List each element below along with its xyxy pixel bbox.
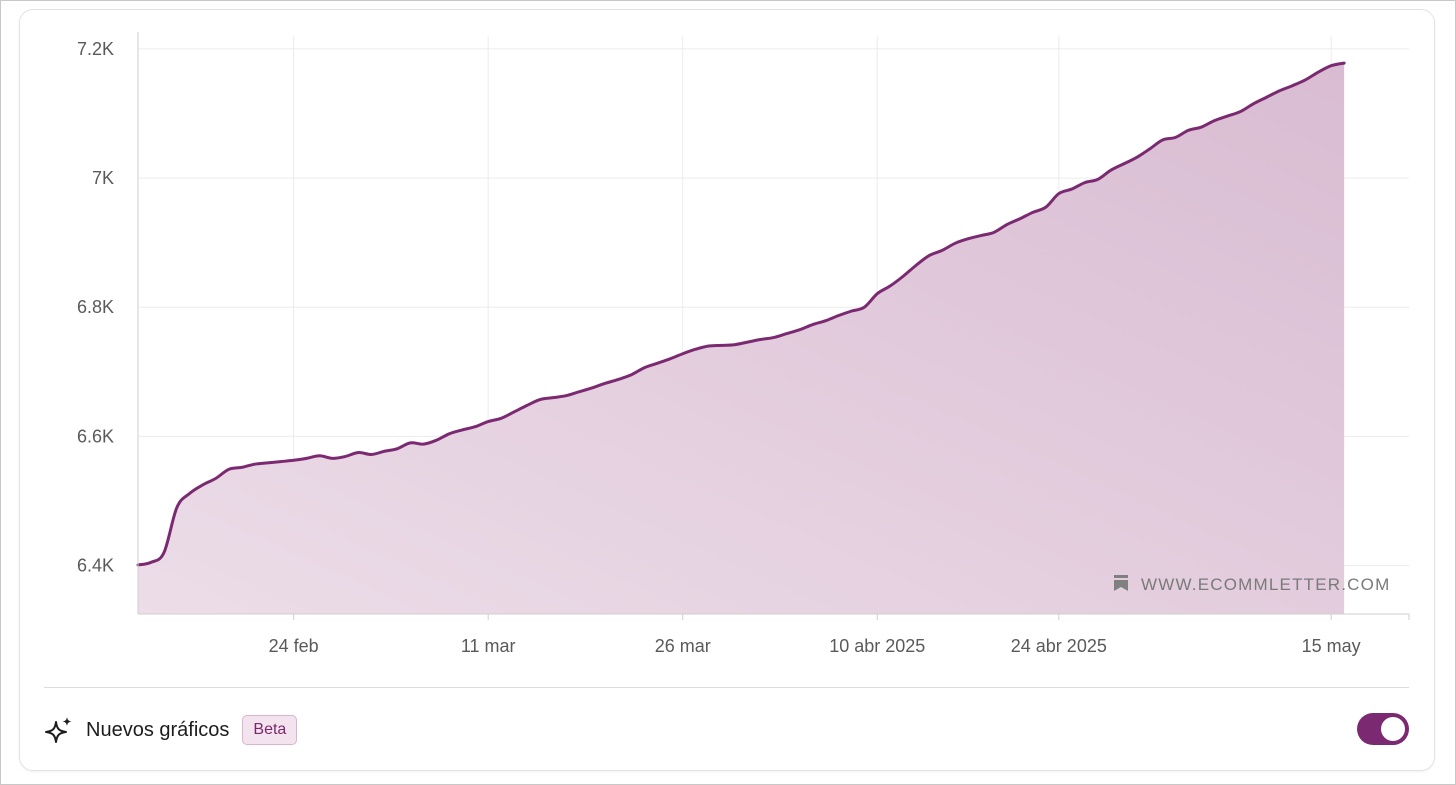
feature-label: Nuevos gráficos	[86, 718, 230, 741]
y-tick-label: 6.6K	[77, 426, 114, 446]
watermark-text: WWW.ECOMMLETTER.COM	[1141, 575, 1390, 594]
new-charts-toggle[interactable]	[1357, 713, 1409, 745]
x-tick-label: 24 abr 2025	[1011, 636, 1107, 656]
beta-badge: Beta	[242, 715, 298, 745]
x-tick-label: 11 mar	[461, 636, 516, 656]
series-line	[136, 61, 1346, 567]
y-tick-label: 7K	[92, 168, 114, 188]
series-area	[138, 63, 1345, 615]
y-axis-ticks: 6.4K 6.6K 6.8K 7K 7.2K	[77, 39, 114, 576]
toggle-knob	[1381, 717, 1405, 741]
bookmark-icon	[1114, 575, 1128, 591]
x-tick-label: 24 feb	[269, 636, 319, 656]
divider	[44, 687, 1409, 688]
watermark: WWW.ECOMMLETTER.COM	[1114, 575, 1390, 594]
axes	[137, 32, 1409, 615]
x-tick-label: 26 mar	[655, 636, 711, 656]
x-tick-label: 10 abr 2025	[829, 636, 925, 656]
x-tick-label: 15 may	[1302, 636, 1361, 656]
y-tick-label: 7.2K	[77, 39, 114, 59]
y-tick-label: 6.4K	[77, 556, 114, 576]
sparkle-icon	[45, 717, 72, 743]
footer-feature: Nuevos gráficos Beta	[44, 712, 298, 748]
y-tick-label: 6.8K	[77, 297, 114, 317]
x-axis-ticks: 24 feb 11 mar 26 mar 10 abr 2025 24 abr 2025…	[269, 614, 1410, 656]
